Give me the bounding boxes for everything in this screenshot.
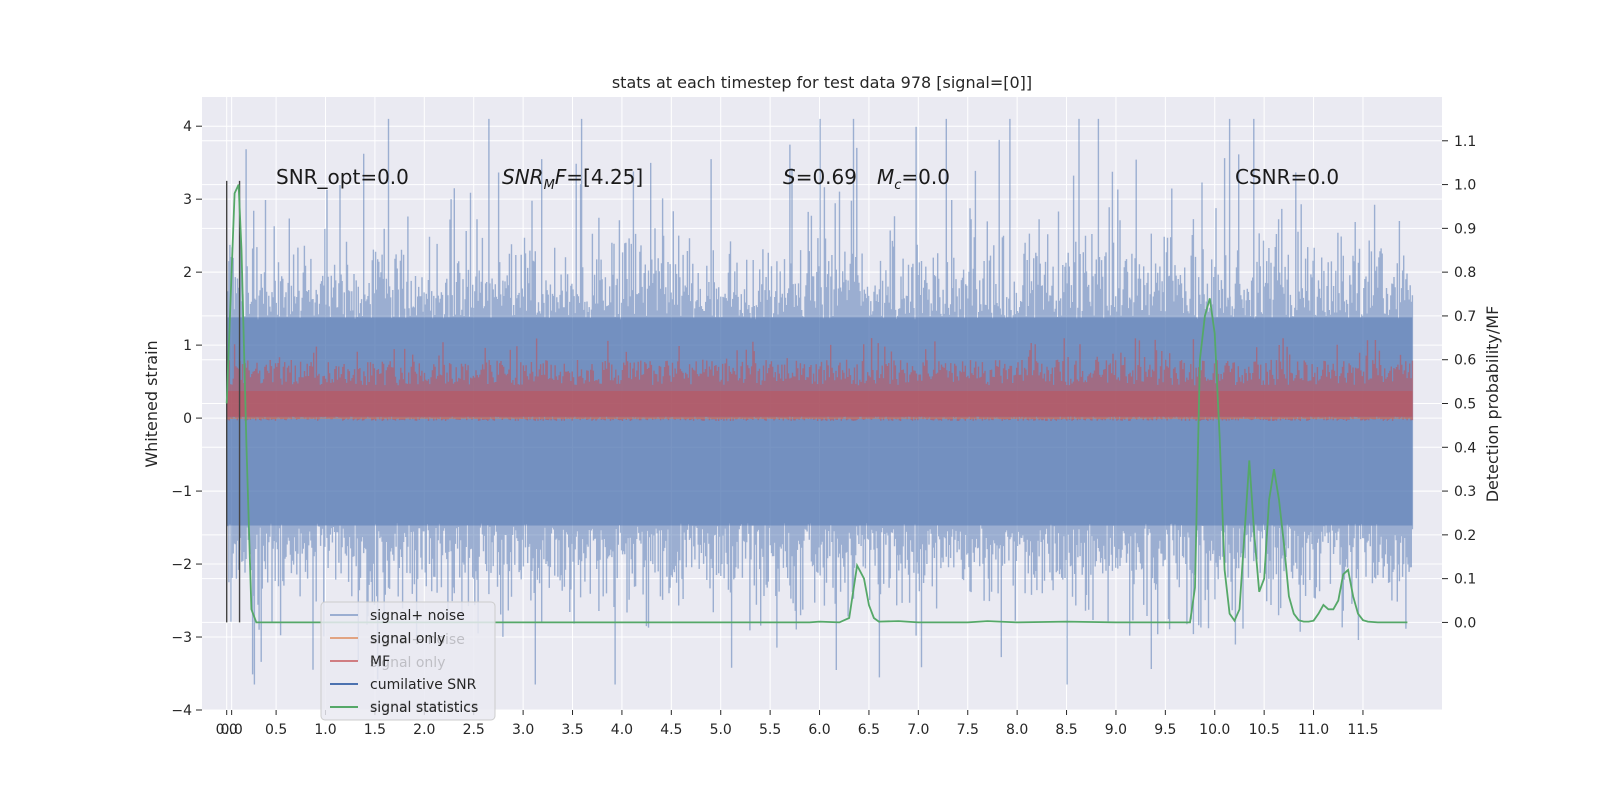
x-axis-ticks: 0.00.0 0.5 1.0 1.5 2.0 2.5 3.0 3.5 4.0 4.5 5.0 5.5 6… <box>216 710 1379 738</box>
legend: signal+ noise signal only signal statist… <box>320 601 496 721</box>
y2-tick-label-6: 0.6 <box>1454 353 1476 369</box>
legend-box <box>320 601 496 721</box>
legend-label-cumulative-snr: cumilative SNR <box>370 677 477 693</box>
series-signal-statistics <box>225 184 1408 624</box>
x-tick-label-12: 5.5 <box>759 722 781 738</box>
x-tick-label-22: 10.5 <box>1249 722 1280 738</box>
x-tick-label-9: 4.0 <box>611 722 633 738</box>
annotation-snr-mf: SNRMF=[4.25] <box>502 165 643 193</box>
y2-tick-label-7: 0.7 <box>1454 309 1476 325</box>
y2-tick-label-5: 0.5 <box>1454 397 1476 413</box>
y-axis-title: Whitened strain <box>142 340 161 467</box>
y2-axis-ticks: 0.0 0.1 0.2 0.3 0.4 0.5 0.6 0.7 0.8 0.9 1.0 1.1 <box>1442 134 1476 631</box>
x-tick-label-13: 6.0 <box>808 722 830 738</box>
annotation-mc: Mc=0.0 <box>877 165 950 193</box>
y-axis-ticks: −4 −3 −2 −1 0 1 2 3 4 <box>171 119 202 719</box>
y2-tick-label-10: 1.0 <box>1454 178 1476 194</box>
legend-label-mf: MF <box>370 654 390 670</box>
x-tick-label-19: 9.0 <box>1105 722 1127 738</box>
y2-tick-label-2: 0.2 <box>1454 528 1476 544</box>
chart-title: stats at each timestep for test data 978… <box>612 73 1032 92</box>
y-tick-label-0: −4 <box>171 703 192 719</box>
annotation-snr-opt: SNR_opt=0.0 <box>276 165 409 189</box>
x-tick-label-1: 0.0 <box>221 722 243 738</box>
x-tick-label-11: 5.0 <box>710 722 732 738</box>
y2-tick-label-0: 0.0 <box>1454 615 1476 631</box>
legend-ghost-1: signal+ noise <box>370 632 465 648</box>
y2-tick-label-4: 0.4 <box>1454 440 1476 456</box>
annotation-csnr: CSNR=0.0 <box>1235 165 1339 189</box>
x-tick-label-14: 6.5 <box>858 722 880 738</box>
legend-ghost-3: signal statistics <box>370 699 478 715</box>
y-tick-label-2: −2 <box>171 557 192 573</box>
y-tick-label-1: −3 <box>171 630 192 646</box>
x-tick-label-8: 3.5 <box>561 722 583 738</box>
x-tick-label-10: 4.5 <box>660 722 682 738</box>
y-tick-label-6: 2 <box>183 265 192 281</box>
legend-ghost-2: signal only <box>370 655 445 671</box>
annotation-s: S=0.69 <box>783 165 857 189</box>
x-tick-label-15: 7.0 <box>907 722 929 738</box>
legend-label-signal-statistics: signal statistics <box>370 700 478 716</box>
legend-label-signal-only: signal only <box>370 631 445 647</box>
x-tick-label-23: 11.0 <box>1298 722 1329 738</box>
y-tick-label-8: 4 <box>183 119 192 135</box>
y2-tick-label-9: 0.9 <box>1454 221 1476 237</box>
y-tick-label-5: 1 <box>183 338 192 354</box>
y2-tick-label-1: 0.1 <box>1454 572 1476 588</box>
y-tick-label-4: 0 <box>183 411 192 427</box>
y-tick-label-3: −1 <box>171 484 192 500</box>
x-tick-label-18: 8.5 <box>1055 722 1077 738</box>
x-tick-label-21: 10.0 <box>1199 722 1230 738</box>
x-tick-label-2: 0.5 <box>265 722 287 738</box>
x-tick-label-3: 1.0 <box>314 722 336 738</box>
x-tick-label-6: 2.5 <box>463 722 485 738</box>
y2-tick-label-8: 0.8 <box>1454 265 1476 281</box>
y-tick-label-7: 3 <box>183 192 192 208</box>
x-tick-label-17: 8.0 <box>1006 722 1028 738</box>
x-tick-label-16: 7.5 <box>957 722 979 738</box>
y2-tick-label-11: 1.1 <box>1454 134 1476 150</box>
series-mf <box>226 338 1414 421</box>
x-tick-label-7: 3.0 <box>512 722 534 738</box>
x-tick-label-20: 9.5 <box>1154 722 1176 738</box>
y2-tick-label-3: 0.3 <box>1454 484 1476 500</box>
x-tick-label-24: 11.5 <box>1347 722 1378 738</box>
x-tick-label-4: 1.5 <box>364 722 386 738</box>
x-tick-label-5: 2.0 <box>413 722 435 738</box>
x-tick-label-0: 0.0 <box>216 722 238 738</box>
y2-axis-title: Detection probability/MF <box>1483 306 1502 503</box>
legend-label-signal-noise: signal+ noise <box>370 608 465 624</box>
